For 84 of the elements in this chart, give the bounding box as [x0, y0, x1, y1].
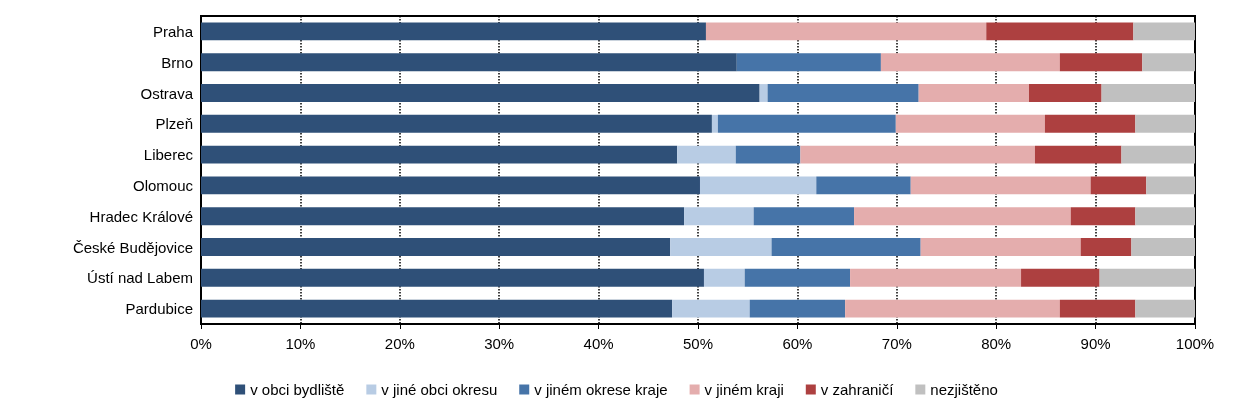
x-tick-label: 40%: [583, 335, 614, 352]
x-tick-label: 80%: [981, 335, 1012, 352]
bar: [845, 299, 1060, 318]
y-tick-label: Brno: [161, 53, 193, 71]
legend-label: v obci bydliště: [250, 381, 345, 398]
bar: [201, 114, 712, 133]
bar: [895, 114, 1045, 133]
y-tick-label: Ústí nad Labem: [87, 269, 193, 287]
bar: [1135, 114, 1195, 133]
bar: [850, 268, 1022, 287]
bar: [816, 176, 911, 195]
bar: [699, 176, 817, 195]
bar: [201, 238, 671, 256]
bar: [910, 176, 1091, 195]
bar: [1044, 114, 1136, 133]
bar: [672, 299, 750, 318]
legend-label: nezjištěno: [930, 381, 998, 398]
x-tick-label: 0%: [190, 335, 212, 352]
bar: [854, 207, 1071, 226]
x-tick-label: 50%: [682, 335, 714, 352]
bar: [717, 114, 896, 133]
x-tick-label: 90%: [1080, 335, 1111, 352]
bar: [920, 238, 1081, 256]
bar: [1029, 84, 1102, 102]
y-tick-label: Ostrava: [140, 84, 194, 102]
bar: [1034, 145, 1122, 164]
bar: [1131, 238, 1195, 256]
bar: [705, 22, 987, 41]
bar: [1090, 176, 1147, 195]
bar: [201, 299, 673, 318]
bar: [711, 114, 718, 133]
legend-label: v jiném kraji: [704, 381, 784, 398]
bar: [1146, 176, 1195, 195]
bar: [767, 84, 919, 102]
bar: [670, 238, 772, 256]
y-tick-label: Liberec: [143, 146, 194, 164]
bar: [201, 268, 704, 287]
bar: [201, 207, 685, 226]
bar: [201, 53, 737, 72]
bar: [677, 145, 736, 164]
y-tick-label: Hradec Králové: [89, 207, 193, 225]
bar: [744, 268, 851, 287]
bar: [201, 176, 700, 195]
legend-label: v zahraničí: [820, 381, 895, 398]
bar: [1021, 268, 1100, 287]
bar: [201, 145, 678, 164]
bar: [753, 207, 855, 226]
bar: [1099, 268, 1195, 287]
bar: [771, 238, 921, 256]
bar: [1142, 53, 1195, 72]
bar: [1080, 238, 1132, 256]
legend-label: v jiném okrese kraje: [534, 381, 668, 398]
bar: [1059, 53, 1143, 72]
y-tick-label: Olomouc: [132, 176, 194, 194]
bar: [880, 53, 1060, 72]
bar: [703, 268, 745, 287]
x-tick-label: 100%: [1175, 335, 1215, 352]
bar: [918, 84, 1029, 102]
bar: [201, 22, 706, 41]
bar: [1135, 207, 1195, 226]
bar: [735, 145, 801, 164]
y-tick-label: Plzeň: [155, 115, 193, 133]
bar: [736, 53, 881, 72]
x-tick-label: 20%: [384, 335, 415, 352]
legend-label: v jiné obci okresu: [381, 381, 498, 398]
bar: [1070, 207, 1136, 226]
bar: [201, 84, 760, 102]
bar: [800, 145, 1035, 164]
y-tick-label: Praha: [152, 22, 194, 40]
x-tick-label: 30%: [484, 335, 515, 352]
bar: [1059, 299, 1136, 318]
bar: [1135, 299, 1195, 318]
bar: [684, 207, 754, 226]
bar: [759, 84, 768, 102]
y-tick-label: Pardubice: [125, 300, 193, 318]
x-tick-label: 70%: [881, 335, 912, 352]
y-tick-label: České Budějovice: [72, 238, 193, 256]
bar: [986, 22, 1134, 41]
bar: [1133, 22, 1195, 41]
x-tick-label: 60%: [782, 335, 813, 352]
x-tick-label: 10%: [285, 335, 316, 352]
bar: [749, 299, 846, 318]
bar: [1121, 145, 1195, 164]
bar: [1101, 84, 1195, 102]
